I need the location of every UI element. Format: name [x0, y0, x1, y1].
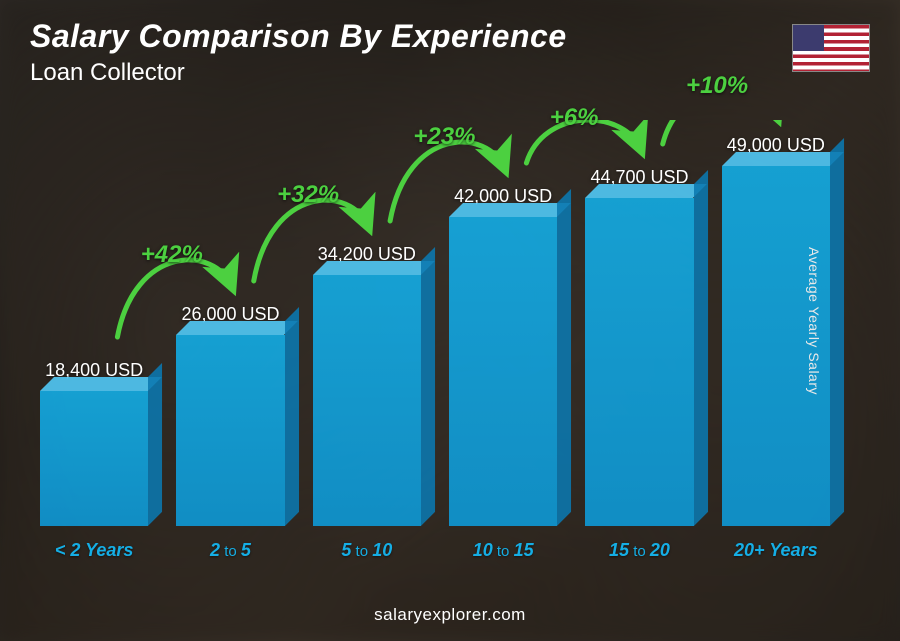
bar-group: 18,400 USD < 2 Years [40, 360, 148, 561]
bar-front-face [176, 335, 284, 526]
percent-increase-label: +32% [277, 181, 339, 209]
bar-side-face [421, 247, 435, 526]
y-axis-label: Average Yearly Salary [806, 247, 822, 395]
bar [313, 275, 421, 526]
bar-group: 26,000 USD 2 to 5 [176, 304, 284, 561]
bar-group: 44,700 USD 15 to 20 [585, 167, 693, 561]
bar-top-face [449, 203, 571, 217]
percent-increase-label: +10% [686, 72, 748, 100]
bar-category-label: < 2 Years [55, 540, 134, 561]
percent-increase-label: +23% [413, 123, 475, 151]
bar-side-face [285, 307, 299, 526]
bar-side-face [694, 170, 708, 526]
bar [40, 391, 148, 526]
country-flag-us [792, 24, 870, 72]
bar-side-face [557, 189, 571, 526]
bar-front-face [313, 275, 421, 526]
bar-side-face [148, 363, 162, 526]
bars-container: 18,400 USD < 2 Years 26,000 USD 2 to 5 3… [30, 120, 840, 561]
bar-category-label: 15 to 20 [609, 540, 670, 561]
bar [176, 335, 284, 526]
flag-canton [793, 25, 824, 51]
bar-group: 34,200 USD 5 to 10 [313, 244, 421, 561]
bar-top-face [176, 321, 298, 335]
bar-front-face [40, 391, 148, 526]
bar [449, 217, 557, 526]
bar-side-face [830, 138, 844, 526]
percent-increase-label: +42% [141, 241, 203, 269]
percent-increase-label: +6% [550, 104, 599, 132]
footer-attribution: salaryexplorer.com [0, 605, 900, 625]
chart-area: 18,400 USD < 2 Years 26,000 USD 2 to 5 3… [30, 120, 840, 561]
bar [585, 198, 693, 526]
bar-category-label: 5 to 10 [341, 540, 392, 561]
bar-top-face [585, 184, 707, 198]
bar-top-face [313, 261, 435, 275]
bar-top-face [722, 152, 844, 166]
bar-category-label: 20+ Years [734, 540, 818, 561]
header: Salary Comparison By Experience Loan Col… [30, 18, 567, 87]
bar-front-face [449, 217, 557, 526]
chart-subtitle: Loan Collector [30, 59, 567, 87]
bar-category-label: 2 to 5 [210, 540, 251, 561]
chart-title: Salary Comparison By Experience [30, 18, 567, 55]
bar-category-label: 10 to 15 [473, 540, 534, 561]
bar-group: 42,000 USD 10 to 15 [449, 186, 557, 561]
bar-front-face [585, 198, 693, 526]
bar-top-face [40, 377, 162, 391]
